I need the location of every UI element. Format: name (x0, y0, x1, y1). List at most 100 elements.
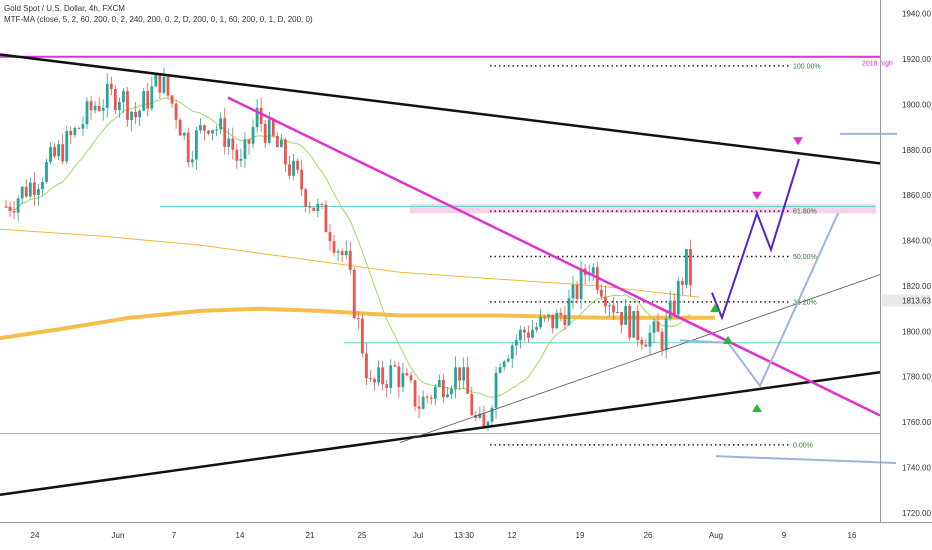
candle-body (8, 206, 12, 211)
candle-body (316, 203, 320, 212)
candle-body (271, 119, 275, 136)
candle-body (219, 118, 223, 130)
candle-body (599, 289, 603, 297)
candle-body (417, 406, 421, 409)
candle-body (97, 105, 101, 111)
x-tick-label: 9 (782, 531, 787, 540)
high-label: 2018 high (862, 61, 893, 68)
candle-body (259, 107, 263, 124)
candle-body (437, 379, 441, 387)
candle-body (292, 160, 295, 176)
candle-body (531, 329, 534, 338)
candle-body (251, 127, 255, 144)
candle-body (142, 91, 146, 111)
candle-body (263, 123, 267, 143)
projection-bullish (711, 158, 800, 321)
candle-body (174, 103, 178, 120)
trendline-upper (0, 53, 881, 165)
x-tick-label: 7 (172, 531, 177, 540)
candle-body (130, 111, 133, 121)
candle-body (636, 310, 640, 341)
candle-body (166, 76, 170, 96)
candle-body (393, 365, 397, 367)
candle-body (93, 105, 97, 111)
candle-body (628, 306, 632, 338)
candle-body (227, 138, 231, 147)
indicator-legend: MTF-MA (close, 5, 2, 60, 200, 0, 2, 240,… (4, 15, 313, 24)
candle-body (288, 164, 291, 176)
candle-body (178, 119, 182, 136)
candle-body (190, 159, 194, 163)
candle-body (604, 296, 607, 307)
candle-body (162, 76, 166, 93)
candle-body (280, 139, 283, 148)
candle-body (486, 421, 490, 428)
candle-body (41, 182, 44, 190)
candle-body (37, 189, 40, 196)
y-tick-label: 1780.00 (902, 373, 931, 382)
candle-body (105, 83, 109, 108)
candle-body (275, 135, 279, 148)
candle-body (53, 147, 56, 157)
y-tick-label: 1740.00 (902, 464, 931, 473)
candle-body (506, 358, 510, 362)
arrow-up-icon (710, 304, 720, 313)
candle-body (138, 110, 142, 118)
trendline-magenta (227, 96, 881, 417)
candle-body (433, 386, 437, 399)
candle-body (356, 318, 360, 320)
x-tick-label: Aug (709, 531, 723, 540)
candle-body (113, 88, 117, 111)
candle-body (20, 186, 24, 199)
candle-body (409, 375, 413, 381)
y-tick-label: 1800.00 (902, 327, 931, 336)
candle-body (16, 198, 20, 213)
candle-body (466, 367, 470, 394)
candle-body (608, 305, 611, 307)
candle-body (89, 101, 93, 111)
candle-body (685, 248, 688, 285)
trendline-lower (0, 370, 881, 497)
candle-body (296, 160, 299, 170)
candle-body (652, 321, 656, 333)
candle-body (401, 373, 405, 388)
y-tick-label: 1920.00 (902, 55, 931, 64)
candle-body (689, 248, 692, 286)
candle-body (397, 366, 401, 388)
candle-body (624, 306, 628, 325)
x-tick-label: 19 (576, 531, 585, 540)
candle-body (644, 344, 648, 347)
last-price-box (882, 294, 930, 307)
candle-body (527, 332, 530, 338)
candle-body (154, 74, 158, 87)
candle-body (308, 206, 312, 208)
candle-body (672, 300, 676, 315)
candle-body (385, 384, 389, 388)
candle-body (223, 118, 227, 147)
candle-body (146, 91, 150, 109)
last-price-label: 1813.63 (902, 296, 931, 305)
candle-body (134, 111, 137, 118)
candle-body (514, 340, 518, 346)
candle-body (150, 86, 154, 109)
candle-body (632, 310, 636, 338)
candle-body (620, 311, 623, 325)
candle-body (211, 130, 214, 134)
candle-body (482, 413, 486, 428)
candle-body (381, 367, 385, 385)
candle-body (4, 206, 8, 208)
candle-body (575, 284, 579, 300)
x-tick-label: 12 (508, 531, 517, 540)
candle-body (660, 331, 664, 350)
arrow-up-icon (723, 335, 733, 344)
candle-body (591, 267, 595, 274)
candle-body (458, 367, 461, 381)
candle-body (567, 298, 571, 326)
candle-body (429, 397, 433, 399)
candle-body (239, 158, 243, 161)
candle-body (680, 281, 684, 285)
candle-body (498, 367, 502, 373)
x-tick-label: 13:30 (454, 531, 475, 540)
candle-body (361, 318, 364, 354)
